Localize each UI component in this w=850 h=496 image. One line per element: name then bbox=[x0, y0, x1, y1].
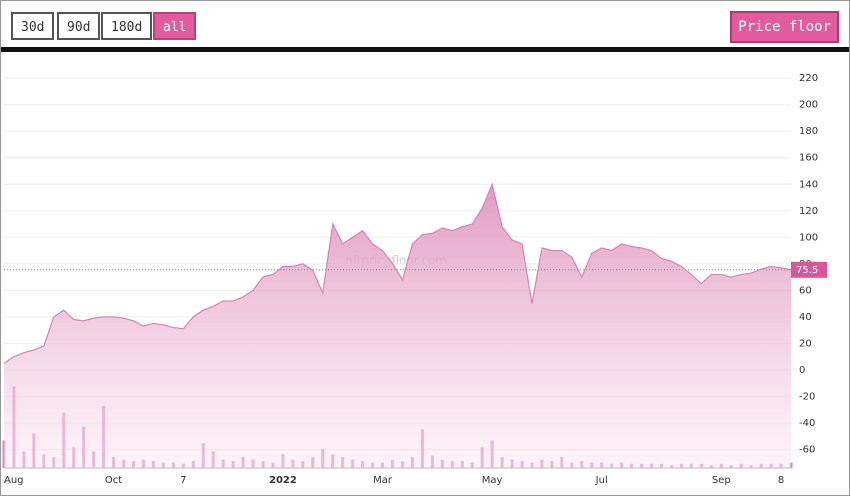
x-tick-label: Aug bbox=[4, 475, 24, 486]
range-button[interactable]: all bbox=[153, 12, 197, 40]
y-tick-label: 200 bbox=[799, 100, 818, 111]
y-tick-label: 160 bbox=[799, 153, 818, 164]
x-tick-label: Oct bbox=[105, 475, 122, 486]
y-tick-label: -60 bbox=[799, 444, 815, 455]
price-line bbox=[3, 182, 792, 364]
range-button[interactable]: 180d bbox=[101, 12, 153, 40]
x-tick-label: Mar bbox=[373, 475, 393, 486]
y-tick-label: 140 bbox=[799, 179, 818, 190]
x-tick-label: Sep bbox=[712, 475, 731, 486]
y-tick-label: 20 bbox=[799, 338, 812, 349]
y-tick-label: 60 bbox=[799, 285, 812, 296]
price-area bbox=[4, 184, 791, 469]
y-tick-label: 40 bbox=[799, 312, 812, 323]
metric-button[interactable]: Price floor bbox=[730, 11, 839, 43]
x-tick-label: Jul bbox=[595, 475, 608, 486]
range-button[interactable]: 30d bbox=[11, 12, 55, 40]
x-tick-label: 8 bbox=[778, 475, 784, 486]
x-tick-label: 2022 bbox=[269, 475, 297, 486]
x-tick-label: 7 bbox=[180, 475, 186, 486]
last-price-box bbox=[791, 261, 827, 278]
y-tick-label: 120 bbox=[799, 206, 818, 217]
toolbar: Price floor 30d 90d 180d all bbox=[1, 1, 849, 52]
x-tick-label: May bbox=[482, 475, 503, 486]
range-button[interactable]: 90d bbox=[57, 12, 101, 40]
y-tick-label: 180 bbox=[799, 126, 818, 137]
y-tick-label: -40 bbox=[799, 418, 815, 429]
y-tick-label: 0 bbox=[799, 365, 805, 376]
y-tick-label: 220 bbox=[799, 73, 818, 84]
last-price-label: 75.5 bbox=[796, 265, 818, 276]
y-tick-label: 100 bbox=[799, 232, 818, 243]
y-tick-label: -20 bbox=[799, 391, 815, 402]
